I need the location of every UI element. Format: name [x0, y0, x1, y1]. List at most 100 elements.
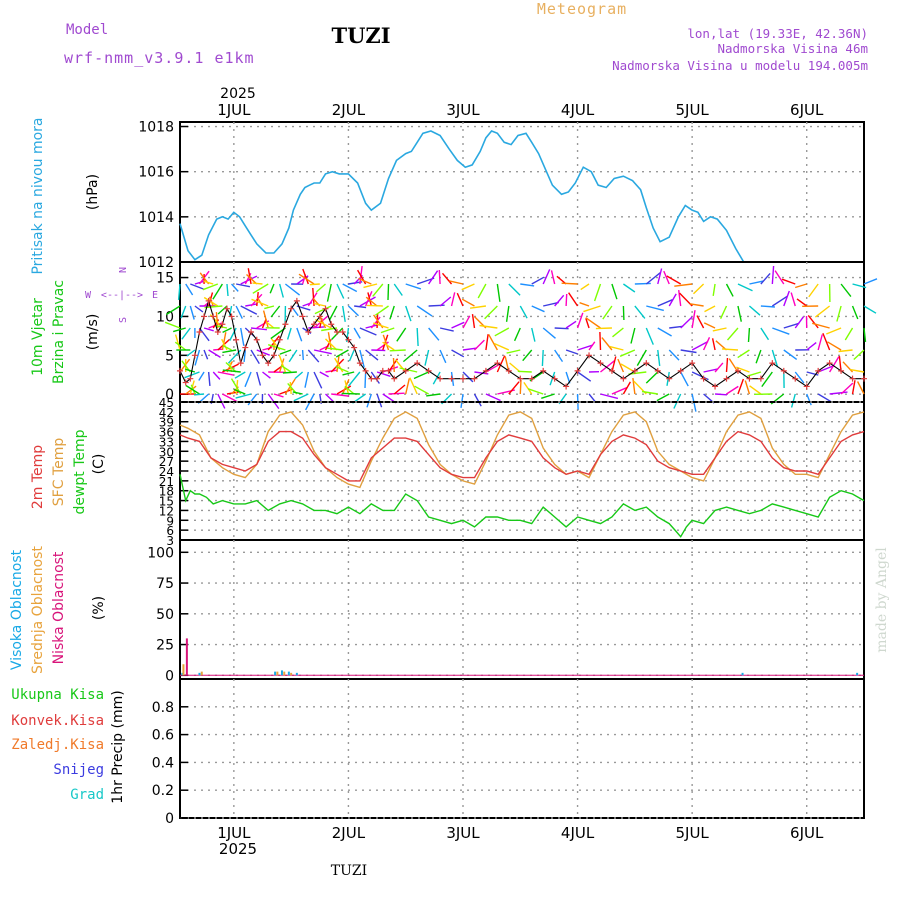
temperature-ytick-label: 18 [159, 485, 174, 499]
wind-vector [304, 371, 310, 388]
cloud-panel: 0 25 50 75 100 [147, 539, 865, 684]
wind-vector [202, 283, 219, 291]
top-date-tick: 3JUL [446, 101, 480, 119]
wind-speed-marker [631, 367, 638, 374]
wind-speed-marker [746, 375, 753, 382]
wind-vector [737, 305, 742, 322]
wind-speed-marker [414, 360, 421, 367]
wind-vector [221, 338, 228, 351]
wind-vector [309, 283, 320, 286]
dewpt-ylabel: dewpt Temp [72, 429, 88, 514]
cloud-low-ylabel: Niska Oblacnost [51, 551, 67, 664]
wind-vector [371, 349, 386, 352]
wind-vector [439, 349, 447, 364]
wind-vector [622, 305, 625, 321]
wind-vector [342, 371, 355, 376]
wind-speed-marker [402, 367, 409, 374]
wind-vector [296, 327, 303, 342]
wind-vector [204, 305, 223, 309]
wind-vector [527, 388, 544, 395]
wind-vector [725, 357, 729, 373]
wind-vector [247, 268, 252, 285]
wind-vector [279, 283, 284, 298]
wind-vector [542, 269, 551, 285]
wind-vector [319, 371, 329, 378]
wind-vector [599, 331, 602, 351]
wind-speed-marker [333, 329, 340, 335]
wind-vector [794, 371, 805, 384]
wind-vector [342, 283, 358, 293]
cloud-ytick-label: 100 [147, 545, 174, 561]
wind-vector [509, 362, 521, 373]
wind-vector [473, 339, 485, 351]
wind-vector [416, 305, 433, 317]
wind-speed-marker [734, 367, 741, 374]
wind-vector [807, 314, 819, 329]
wind-vector [612, 327, 624, 338]
top-date-tick: 1JUL [217, 101, 251, 119]
bottom-date-tick: 5JUL [675, 824, 709, 842]
wind-vector [585, 317, 601, 329]
wind-vector [790, 393, 796, 408]
top-year-label: 2025 [220, 86, 256, 102]
wind-vector [657, 268, 663, 285]
wind-vector [240, 275, 258, 285]
wind-ytick-label: 15 [156, 271, 174, 287]
wind-vector [783, 349, 798, 360]
legend-freezing-rain: Zaledj.Kisa [11, 737, 104, 753]
wind-vector [256, 297, 264, 307]
cloud-ytick-label: 25 [156, 638, 174, 654]
wind-speed-marker [205, 297, 212, 304]
wind-vector [853, 349, 865, 361]
wind-vector [462, 347, 477, 351]
wind-vector [250, 327, 267, 331]
wind-vector [479, 324, 498, 329]
wind-vector [198, 327, 210, 342]
compass-arrows: <--|--> [101, 290, 143, 301]
wind-vector [691, 340, 709, 351]
wind-vector [711, 338, 716, 351]
wind-vector [405, 283, 422, 290]
wind-vector [312, 287, 315, 307]
cloud-high-bar [274, 671, 277, 676]
wind-speed-marker [248, 329, 255, 335]
wind-speed-marker [517, 375, 524, 382]
wind-speed-marker [362, 367, 369, 374]
legend-total-rain: Ukupna Kisa [11, 687, 104, 703]
elevation-text: Nadmorska Visina 46m [717, 41, 868, 56]
wind-vector [460, 393, 464, 408]
wind-vector [840, 382, 854, 395]
wind-vector [301, 349, 304, 361]
wind-vector [207, 371, 211, 386]
wind-vector [372, 283, 384, 297]
wind-vector [470, 305, 487, 309]
wind-vector [550, 270, 556, 285]
wind-vector [222, 349, 237, 354]
wind-vector [693, 283, 705, 295]
wind-speed-marker [574, 367, 581, 374]
wind-vector [806, 342, 817, 351]
wind-vector [366, 393, 373, 408]
wind-vector [487, 333, 498, 351]
wind-vector [203, 296, 219, 307]
wind-vector [316, 283, 326, 293]
top-date-axis: 2025 1JUL 2JUL 3JUL 4JUL 5JUL 6JUL [217, 86, 824, 119]
wind-vector [836, 305, 842, 322]
wind-speed-marker [437, 375, 444, 382]
wind-speed-marker [177, 367, 183, 374]
wind-speed-marker [654, 367, 661, 374]
wind-vector [325, 338, 338, 351]
wind-vector [198, 371, 205, 381]
wind-vector [194, 305, 204, 313]
wind-vector [583, 305, 601, 313]
wind-vector [645, 327, 654, 345]
wind-ytick-label: 10 [156, 309, 174, 325]
wind-vector [189, 305, 195, 320]
wind-vector [580, 283, 590, 291]
wind-vector [541, 349, 544, 367]
wind-vector [208, 349, 221, 358]
wind-vector [838, 349, 853, 353]
wind-vector [326, 347, 343, 351]
